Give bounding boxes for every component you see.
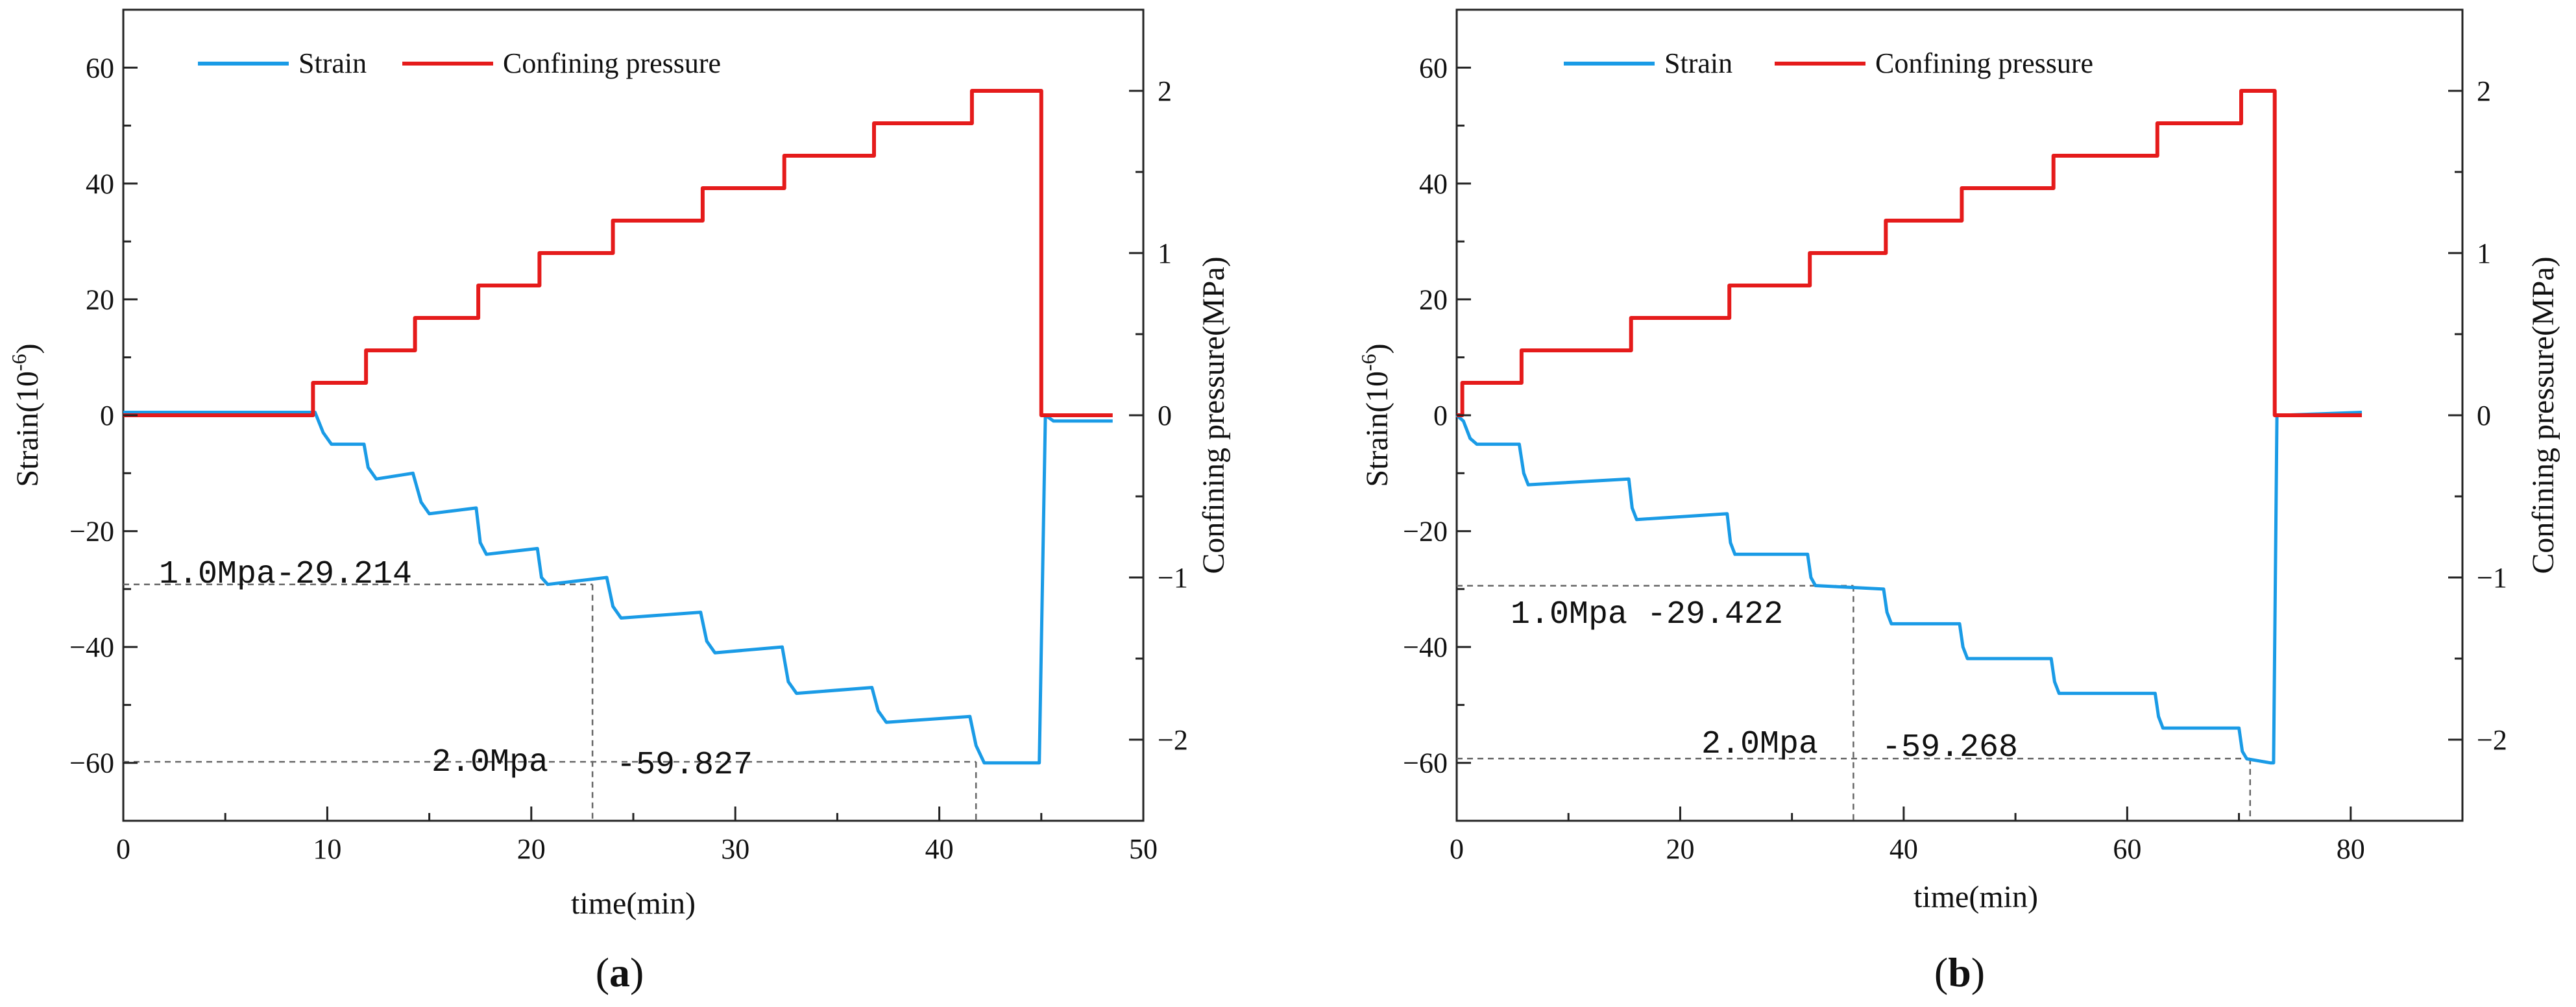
y-left-tick-label: 20 <box>86 284 114 315</box>
y-left-tick-label: 40 <box>86 168 114 200</box>
y-left-tick-label: −40 <box>69 631 114 663</box>
x-tick-label: 20 <box>517 833 546 865</box>
y-left-tick-label: 60 <box>86 52 114 84</box>
y-right-tick-label: −1 <box>2477 562 2507 594</box>
y-left-tick-label: 60 <box>1419 52 1448 84</box>
x-tick-label: 80 <box>2337 833 2365 865</box>
y-right-tick-label: 1 <box>2477 237 2491 269</box>
y-right-tick-label: 0 <box>1158 400 1172 431</box>
y-axis-title-left-b: Strain(10-6) <box>1357 343 1394 487</box>
x-axis-title-a: time(min) <box>571 886 696 921</box>
y-right-tick-label: −2 <box>2477 724 2507 756</box>
y-left-tick-label: −60 <box>69 747 114 779</box>
y-left-tick-label: −60 <box>1403 747 1448 779</box>
series-strain-line <box>1455 411 2363 765</box>
y-right-tick-label: 2 <box>1158 75 1172 107</box>
y-left-tick-label: −40 <box>1403 631 1448 663</box>
y-left-tick-label: −20 <box>1403 516 1448 548</box>
x-tick-label: 50 <box>1129 833 1158 865</box>
x-tick-label: 60 <box>2113 833 2141 865</box>
panel-a: 0 10 20 30 40 50 −60 −40 −20 0 20 40 60 −2 −1 0 1 2 Strai… <box>7 8 1231 995</box>
x-tick-label: 0 <box>1450 833 1464 865</box>
panel-label-b: (b) <box>1934 949 1985 995</box>
y-left-tick-label: 20 <box>1419 284 1448 315</box>
annotation-a-1mpa: 1.0Mpa-29.214 <box>159 556 412 593</box>
series-confining-pressure-line <box>1457 89 2362 417</box>
panel-a-legend: Strain Confining pressure <box>198 47 721 79</box>
series-strain-line <box>123 411 1113 765</box>
panel-label-a: (a) <box>596 949 644 995</box>
x-tick-label: 10 <box>313 833 341 865</box>
y-right-tick-label: 2 <box>2477 75 2491 107</box>
y-left-tick-label: 0 <box>100 400 114 431</box>
legend-label-strain: Strain <box>1664 47 1732 79</box>
y-axis-title-right-a: Confining pressure(MPa) <box>1197 256 1231 574</box>
x-tick-label: 40 <box>925 833 954 865</box>
y-axis-title-left-a: Strain(10-6) <box>7 343 45 487</box>
annotation-b-1mpa: 1.0Mpa -29.422 <box>1511 596 1783 633</box>
panel-a-series <box>123 89 1113 765</box>
panel-b-series <box>1455 89 2363 765</box>
legend-label-confining-pressure: Confining pressure <box>1875 47 2093 79</box>
panel-b: 0 20 40 60 80 −60 −40 −20 0 20 40 60 −2 −1 0 1 2 Strain … <box>1357 8 2560 995</box>
annotation-b-2mpa-value: -59.268 <box>1882 729 2018 766</box>
legend-label-confining-pressure: Confining pressure <box>503 47 721 79</box>
annotation-a-2mpa: 2.0Mpa <box>431 744 548 781</box>
y-right-tick-label: 0 <box>2477 400 2491 431</box>
y-left-tick-label: 40 <box>1419 168 1448 200</box>
panel-a-ref-lines <box>123 583 977 821</box>
x-tick-label: 30 <box>721 833 749 865</box>
x-tick-label: 40 <box>1889 833 1918 865</box>
series-confining-pressure-line <box>123 89 1113 417</box>
y-left-tick-label: 0 <box>1433 400 1448 431</box>
panel-b-ref-lines <box>1457 585 2252 821</box>
annotation-b-2mpa: 2.0Mpa <box>1701 726 1818 763</box>
annotation-a-2mpa-value: -59.827 <box>616 747 753 784</box>
panel-b-legend: Strain Confining pressure <box>1564 47 2093 79</box>
y-right-tick-label: −1 <box>1158 562 1188 594</box>
x-tick-label: 20 <box>1666 833 1694 865</box>
x-axis-title-b: time(min) <box>1914 880 2038 914</box>
y-right-tick-label: −2 <box>1158 724 1188 756</box>
y-axis-title-right-b: Confining pressure(MPa) <box>2526 256 2560 574</box>
y-right-tick-label: 1 <box>1158 237 1172 269</box>
x-tick-label: 0 <box>116 833 130 865</box>
y-left-tick-label: −20 <box>69 516 114 548</box>
legend-label-strain: Strain <box>298 47 367 79</box>
panel-b-ticks: 0 20 40 60 80 −60 −40 −20 0 20 40 60 −2 −1 0 1 2 <box>1403 52 2507 865</box>
panel-a-ticks: 0 10 20 30 40 50 −60 −40 −20 0 20 40 60 −2 −1 0 1 2 <box>69 52 1188 865</box>
